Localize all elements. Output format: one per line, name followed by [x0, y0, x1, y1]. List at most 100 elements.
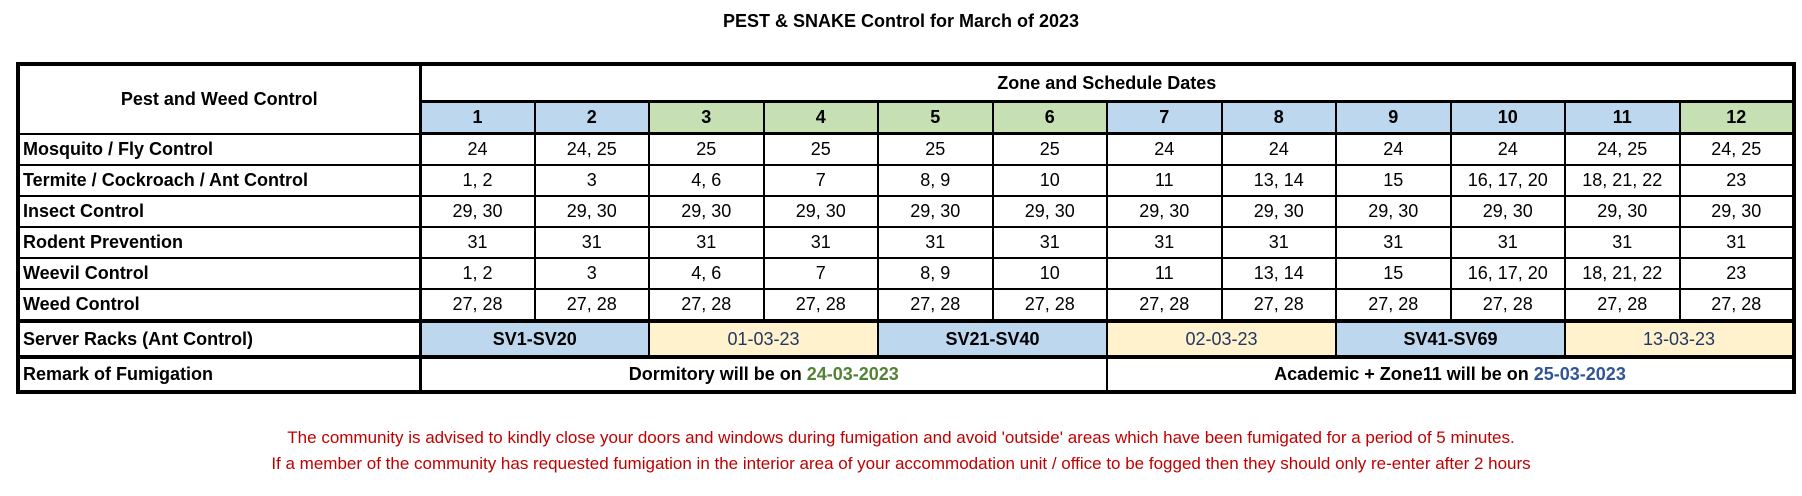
schedule-cell: 4, 6: [648, 257, 765, 290]
schedule-cell: 27, 28: [991, 288, 1108, 322]
schedule-cell: 3: [533, 164, 650, 197]
schedule-cell: 31: [1564, 226, 1681, 259]
row-label: Rodent Prevention: [17, 226, 422, 259]
schedule-cell: 8, 9: [877, 164, 994, 197]
server-range-cell: SV21-SV40: [877, 319, 1108, 358]
schedule-cell: 23: [1678, 257, 1795, 290]
row-label: Weevil Control: [17, 257, 422, 290]
schedule-cell: 27, 28: [1564, 288, 1681, 322]
schedule-cell: 10: [991, 164, 1108, 197]
schedule-cell: 27, 28: [877, 288, 994, 322]
schedule-cell: 11: [1106, 257, 1223, 290]
schedule-cell: 31: [1220, 226, 1337, 259]
row-label: Remark of Fumigation: [17, 355, 422, 393]
zone-header-4: 4: [762, 100, 879, 135]
zone-header-3: 3: [648, 100, 765, 135]
schedule-cell: 24: [1106, 132, 1223, 166]
schedule-cell: 11: [1106, 164, 1223, 197]
schedule-cell: 31: [1678, 226, 1795, 259]
schedule-cell: 31: [762, 226, 879, 259]
schedule-cell: 16, 17, 20: [1449, 257, 1566, 290]
server-range-cell: SV41-SV69: [1335, 319, 1566, 358]
schedule-cell: 1, 2: [419, 257, 536, 290]
schedule-cell: 31: [877, 226, 994, 259]
schedule-cell: 3: [533, 257, 650, 290]
schedule-cell: 27, 28: [1220, 288, 1337, 322]
zone-header-5: 5: [877, 100, 994, 135]
table-row: Insect Control 29, 30 29, 30 29, 30 29, 30 29…: [17, 195, 1795, 228]
schedule-cell: 18, 21, 22: [1564, 257, 1681, 290]
zone-header-10: 10: [1449, 100, 1566, 135]
table-row: Weevil Control 1, 2 3 4, 6 7 8, 9 10 11 13, 14 15…: [17, 257, 1795, 290]
zone-header-8: 8: [1220, 100, 1337, 135]
zone-header-9: 9: [1335, 100, 1452, 135]
row-label: Weed Control: [17, 288, 422, 322]
schedule-cell: 29, 30: [1106, 195, 1223, 228]
remark-row: Remark of Fumigation Dormitory will be on…: [17, 355, 1795, 393]
schedule-cell: 15: [1335, 257, 1452, 290]
row-label: Insect Control: [17, 195, 422, 228]
zone-number-row: 1 2 3 4 5 6 7 8 9 10 11 12: [18, 100, 1795, 135]
schedule-cell: 10: [991, 257, 1108, 290]
schedule-cell: 29, 30: [1564, 195, 1681, 228]
zone-header-1: 1: [419, 100, 536, 135]
schedule-cell: 31: [991, 226, 1108, 259]
schedule-cell: 8, 9: [877, 257, 994, 290]
server-racks-row: Server Racks (Ant Control) SV1-SV20 01-03-…: [17, 319, 1795, 358]
schedule-cell: 24, 25: [1564, 132, 1681, 166]
table-row: Mosquito / Fly Control 24 24, 25 25 25 25 25 24…: [17, 132, 1795, 166]
dormitory-remark-date: 24-03-2023: [806, 364, 899, 384]
server-date-cell: 01-03-23: [648, 319, 879, 358]
schedule-cell: 27, 28: [648, 288, 765, 322]
dormitory-remark: Dormitory will be on 24-03-2023: [419, 355, 1108, 393]
zone-header-2: 2: [533, 100, 650, 135]
schedule-cell: 29, 30: [1220, 195, 1337, 228]
schedule-cell: 29, 30: [648, 195, 765, 228]
dormitory-remark-text: Dormitory will be on: [628, 364, 807, 384]
page-title: PEST & SNAKE Control for March of 2023: [722, 11, 1080, 31]
table-row: Rodent Prevention 31 31 31 31 31 31 31 31 31 31 31 3…: [17, 226, 1795, 259]
schedule-cell: 4, 6: [648, 164, 765, 197]
schedule-cell: 29, 30: [991, 195, 1108, 228]
schedule-cell: 25: [991, 132, 1108, 166]
advisory-note-2: If a member of the community has request…: [271, 454, 1531, 473]
schedule-cell: 27, 28: [762, 288, 879, 322]
row-label: Server Racks (Ant Control): [17, 319, 422, 358]
schedule-cell: 24: [1220, 132, 1337, 166]
schedule-cell: 29, 30: [1335, 195, 1452, 228]
schedule-table: Pest and Weed Control Zone and Schedule …: [16, 62, 1796, 394]
schedule-cell: 29, 30: [1449, 195, 1566, 228]
zone-header-11: 11: [1564, 100, 1681, 135]
schedule-cell: 29, 30: [877, 195, 994, 228]
zone-header-6: 6: [991, 100, 1108, 135]
schedule-cell: 31: [1335, 226, 1452, 259]
zone-group-header: Zone and Schedule Dates: [419, 63, 1795, 103]
schedule-cell: 24, 25: [533, 132, 650, 166]
schedule-cell: 31: [419, 226, 536, 259]
schedule-cell: 18, 21, 22: [1564, 164, 1681, 197]
schedule-cell: 1, 2: [419, 164, 536, 197]
schedule-cell: 25: [877, 132, 994, 166]
schedule-cell: 29, 30: [419, 195, 536, 228]
schedule-cell: 27, 28: [1106, 288, 1223, 322]
schedule-cell: 27, 28: [1678, 288, 1795, 322]
schedule-cell: 29, 30: [762, 195, 879, 228]
server-date-cell: 13-03-23: [1564, 319, 1795, 358]
schedule-cell: 7: [762, 164, 879, 197]
server-date-cell: 02-03-23: [1106, 319, 1337, 358]
schedule-cell: 23: [1678, 164, 1795, 197]
schedule-cell: 24: [1335, 132, 1452, 166]
schedule-cell: 24: [1449, 132, 1566, 166]
advisory-note-1: The community is advised to kindly close…: [287, 428, 1515, 447]
row-label: Mosquito / Fly Control: [17, 132, 422, 166]
schedule-cell: 24: [419, 132, 536, 166]
table-row: Termite / Cockroach / Ant Control 1, 2 3 4,…: [17, 164, 1795, 197]
schedule-cell: 13, 14: [1220, 257, 1337, 290]
schedule-cell: 27, 28: [1449, 288, 1566, 322]
schedule-cell: 29, 30: [533, 195, 650, 228]
schedule-cell: 13, 14: [1220, 164, 1337, 197]
schedule-cell: 31: [648, 226, 765, 259]
row-label: Termite / Cockroach / Ant Control: [17, 164, 422, 197]
corner-header: Pest and Weed Control: [17, 63, 422, 135]
schedule-cell: 7: [762, 257, 879, 290]
